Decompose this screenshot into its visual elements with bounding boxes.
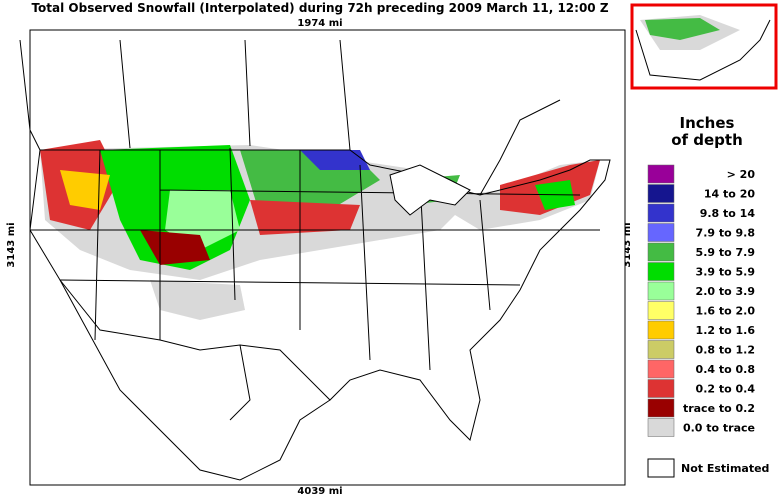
legend-label: trace to 0.2 — [683, 402, 755, 415]
legend-label: 0.8 to 1.2 — [696, 344, 755, 357]
legend-swatch — [647, 379, 675, 398]
scale-top: 1974 mi — [297, 18, 342, 29]
legend-swatch — [647, 340, 675, 359]
scale-right: 3143 mi — [622, 222, 633, 267]
legend-swatch — [647, 262, 675, 281]
legend-swatch — [647, 242, 675, 262]
inset-outline — [635, 19, 771, 81]
legend-label: 3.9 to 5.9 — [696, 266, 755, 279]
legend-label: 9.8 to 14 — [700, 207, 756, 220]
legend-swatch — [647, 184, 675, 203]
not-estimated-swatch — [647, 458, 675, 478]
map — [19, 3, 778, 486]
legend-label: 2.0 to 3.9 — [696, 285, 755, 298]
legend-label: 0.0 to trace — [683, 422, 755, 435]
legend-title-2: of depth — [671, 131, 743, 149]
legend-label: 0.2 to 0.4 — [696, 383, 756, 396]
legend-swatch — [647, 164, 675, 184]
legend-swatch — [647, 418, 675, 437]
legend-label: 0.4 to 0.8 — [696, 363, 755, 376]
legend-title-1: Inches — [680, 114, 735, 132]
legend-label: 1.2 to 1.6 — [696, 324, 756, 337]
legend-swatch — [647, 203, 675, 223]
snow-cover — [40, 140, 600, 320]
legend-swatch — [647, 359, 675, 379]
legend-swatch — [647, 281, 675, 301]
legend-swatch — [647, 398, 675, 418]
legend-label: 14 to 20 — [704, 188, 755, 201]
not-estimated-label: Not Estimated — [681, 462, 769, 475]
scale-left: 3143 mi — [6, 222, 17, 267]
legend-label: 1.6 to 2.0 — [696, 305, 756, 318]
state-lines — [30, 147, 600, 371]
great-lakes — [389, 164, 471, 216]
mexico-lines — [59, 279, 331, 481]
legend-swatch — [647, 301, 675, 320]
legend-label: 7.9 to 9.8 — [696, 227, 755, 240]
legend-label: > 20 — [727, 168, 756, 181]
title: Total Observed Snowfall (Interpolated) d… — [31, 1, 608, 15]
legend-swatch — [647, 223, 675, 242]
legend: > 20 14 to 20 9.8 to 14 7.9 to 9.8 5.9 to 7.… — [647, 164, 756, 437]
legend-swatch — [647, 320, 675, 340]
canada-lines — [19, 39, 561, 196]
scale-bottom: 4039 mi — [297, 486, 342, 497]
legend-label: 5.9 to 7.9 — [696, 246, 755, 259]
